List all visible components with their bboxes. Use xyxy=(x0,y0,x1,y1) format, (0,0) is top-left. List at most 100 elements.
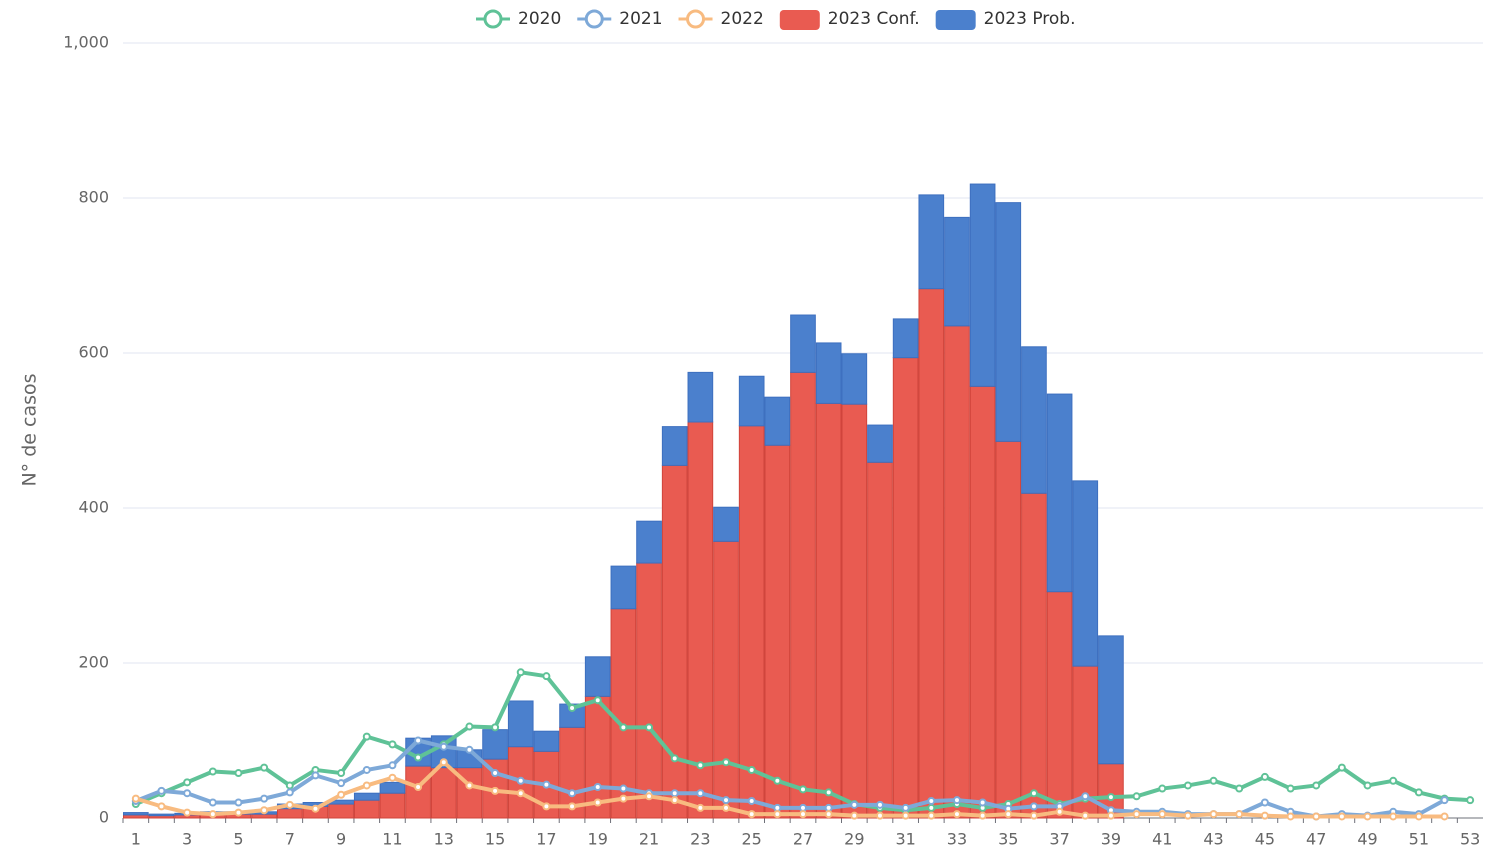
point xyxy=(337,790,346,799)
y-tick-label: 600 xyxy=(78,343,109,362)
legend: 2020 2021 2022 2023 Conf. 2023 Prob. xyxy=(476,9,1076,30)
point xyxy=(824,810,833,819)
point xyxy=(157,786,166,795)
bar xyxy=(892,357,919,819)
bar xyxy=(892,318,919,359)
legend-icon xyxy=(483,9,503,29)
bar xyxy=(482,729,508,760)
point xyxy=(516,789,525,798)
point xyxy=(234,808,243,817)
x-tick-label: 53 xyxy=(1460,830,1480,849)
point xyxy=(875,800,884,809)
point xyxy=(208,810,217,819)
bar xyxy=(148,813,175,817)
bar xyxy=(1046,393,1073,593)
y-tick-label: 400 xyxy=(78,498,109,517)
point xyxy=(516,776,525,785)
bar xyxy=(687,371,714,423)
bar xyxy=(944,216,970,327)
x-tick-label: 45 xyxy=(1255,830,1275,849)
point xyxy=(157,802,166,811)
x-tick-label: 49 xyxy=(1357,830,1377,849)
bar xyxy=(430,767,457,819)
bar xyxy=(969,385,996,819)
point xyxy=(1414,788,1423,797)
point xyxy=(927,811,936,820)
x-tick-label: 37 xyxy=(1049,830,1069,849)
bar xyxy=(764,396,791,446)
x-tick-label: 51 xyxy=(1409,830,1429,849)
point xyxy=(285,800,294,809)
y-tick-label: 1,000 xyxy=(63,33,109,52)
point xyxy=(952,796,961,805)
legend-label: 2023 Conf. xyxy=(828,9,920,29)
point xyxy=(1081,811,1090,820)
point xyxy=(1260,772,1269,781)
bar xyxy=(815,342,842,404)
point xyxy=(414,736,423,745)
x-tick-label: 17 xyxy=(536,830,556,849)
point xyxy=(568,802,577,811)
point xyxy=(1414,812,1423,821)
x-tick-label: 21 xyxy=(639,830,659,849)
x-tick-label: 39 xyxy=(1101,830,1121,849)
point xyxy=(285,788,294,797)
point xyxy=(1466,796,1475,805)
bar xyxy=(636,520,662,564)
bar xyxy=(661,464,688,819)
point xyxy=(619,794,628,803)
point xyxy=(1183,811,1192,820)
point xyxy=(1055,807,1064,816)
point xyxy=(362,765,371,774)
point xyxy=(568,703,577,712)
point xyxy=(645,792,654,801)
point xyxy=(670,789,679,798)
bar xyxy=(687,421,714,819)
bar xyxy=(995,440,1022,819)
point xyxy=(722,796,731,805)
x-tick-label: 25 xyxy=(741,830,761,849)
bar xyxy=(995,202,1022,442)
point xyxy=(439,742,448,751)
point xyxy=(619,723,628,732)
point xyxy=(439,758,448,767)
point xyxy=(388,761,397,770)
x-tick-label: 33 xyxy=(947,830,967,849)
point xyxy=(696,789,705,798)
legend-label: 2020 xyxy=(518,9,561,29)
point xyxy=(183,808,192,817)
point xyxy=(388,773,397,782)
point xyxy=(260,763,269,772)
bar xyxy=(713,540,739,819)
point xyxy=(1235,810,1244,819)
point xyxy=(593,798,602,807)
bar xyxy=(944,325,970,819)
bar xyxy=(353,799,380,819)
x-tick-label: 19 xyxy=(588,830,608,849)
point xyxy=(1158,784,1167,793)
point xyxy=(670,754,679,763)
point xyxy=(1209,810,1218,819)
bar xyxy=(584,656,611,697)
point xyxy=(1209,776,1218,785)
bar xyxy=(661,426,688,466)
point xyxy=(747,765,756,774)
point xyxy=(1389,812,1398,821)
point xyxy=(747,796,756,805)
bar xyxy=(610,565,637,610)
point xyxy=(208,767,217,776)
x-tick-label: 3 xyxy=(182,830,192,849)
point xyxy=(337,769,346,778)
point xyxy=(799,785,807,794)
point xyxy=(388,740,397,749)
bar xyxy=(867,424,893,463)
point xyxy=(1106,811,1115,820)
point xyxy=(645,723,654,732)
point xyxy=(696,803,705,812)
point xyxy=(362,781,371,790)
point xyxy=(337,779,346,788)
point xyxy=(183,789,192,798)
point xyxy=(1440,796,1449,805)
point xyxy=(1440,812,1449,821)
point xyxy=(901,811,910,820)
